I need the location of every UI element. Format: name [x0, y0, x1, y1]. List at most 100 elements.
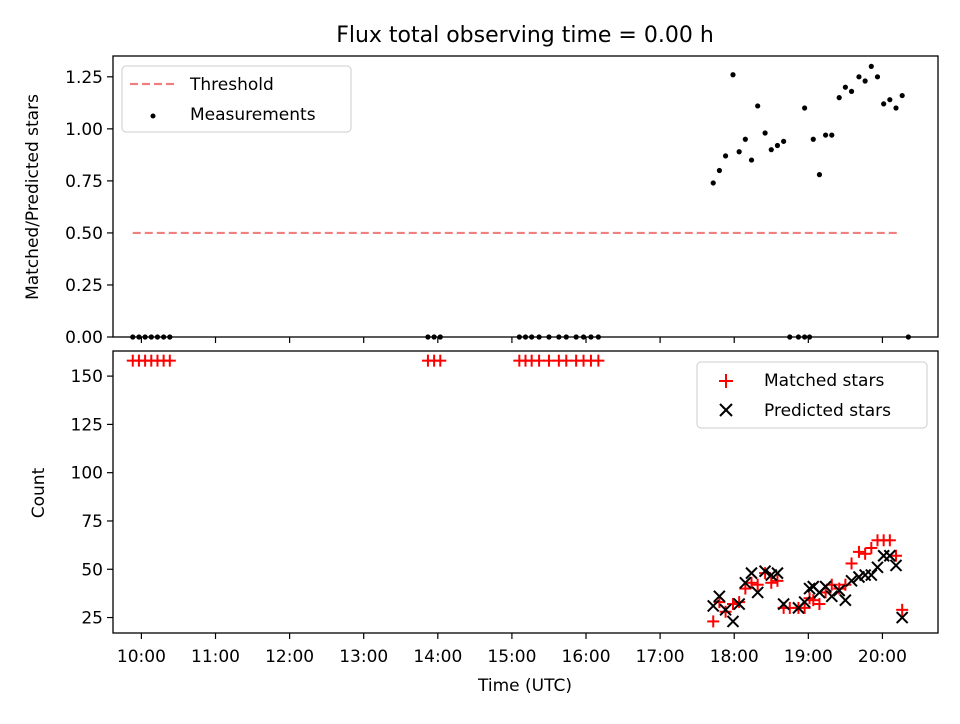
top-x-ticks [140, 337, 884, 343]
top-y-axis-label: Matched/Predicted stars [23, 94, 43, 300]
measurement-point [736, 149, 742, 155]
predicted-star-point [819, 580, 832, 593]
measurement-point [425, 334, 431, 340]
predicted-star-point [845, 574, 858, 588]
top-y-ticks: 0.00 0.25 0.50 0.75 1.00 1.25 [65, 68, 113, 348]
measurement-point [730, 72, 736, 78]
bottom-y-tick-label: 50 [81, 560, 103, 580]
measurement-point [787, 334, 793, 340]
measurement-point [755, 103, 761, 109]
predicted-star-point [745, 566, 758, 580]
measurement-point [899, 92, 905, 99]
matched-star-point [845, 557, 858, 570]
matched-star-point [771, 574, 784, 587]
matched-star-point [852, 545, 865, 558]
measurement-point [810, 136, 816, 142]
x-tick-label: 15:00 [487, 647, 536, 667]
x-tick-label: 13:00 [339, 647, 388, 667]
threshold-legend-label: Threshold [189, 75, 274, 95]
bottom-panel: 25 50 75 100 125 150 10:00 11:00 12:00 13:00 14:0… [29, 350, 939, 696]
predicted-star-point [798, 595, 811, 609]
x-tick-label: 17:00 [636, 647, 685, 667]
x-tick-label: 18:00 [710, 647, 759, 667]
measurement-point [905, 334, 911, 340]
x-axis-label: Time (UTC) [477, 676, 572, 696]
predicted-star-point [871, 561, 884, 574]
measurement-point [748, 157, 755, 163]
x-tick-label: 20:00 [858, 647, 907, 667]
measurement-point [742, 136, 748, 142]
predicted-star-point [739, 576, 752, 589]
top-legend-box [121, 65, 352, 133]
matched-star-point [798, 601, 811, 614]
predicted-star-point [889, 559, 903, 572]
measurement-point [563, 334, 569, 340]
matched-star-point [859, 547, 872, 560]
measurement-point [795, 334, 802, 340]
measurement-point [167, 334, 173, 340]
matched-star-point [726, 598, 739, 611]
measurements-legend-swatch [150, 113, 156, 119]
measurement-point [802, 334, 808, 340]
matched-star-point [745, 576, 758, 589]
bottom-y-tick-label: 75 [81, 512, 103, 532]
matched-star-point [163, 354, 176, 367]
measurement-point [522, 334, 529, 340]
matched-star-point [807, 594, 820, 607]
top-panel: 0.00 0.25 0.50 0.75 1.00 1.25 Matched/Predict… [23, 55, 939, 348]
matched-star-point [739, 582, 752, 595]
measurement-point [546, 334, 552, 340]
bottom-y-ticks: 25 50 75 100 125 150 [71, 367, 113, 629]
measurement-point [161, 334, 167, 340]
measurement-point [710, 180, 716, 186]
measurement-point [580, 334, 587, 340]
bottom-y-tick-label: 125 [71, 415, 103, 435]
matched-star-point [719, 605, 732, 618]
measurement-point [588, 334, 594, 340]
measurement-point [893, 105, 899, 111]
predicted-star-point [758, 564, 772, 578]
predicted-star-point [771, 566, 784, 580]
matched-star-point [833, 582, 846, 595]
measurement-point [887, 97, 893, 103]
measurement-point [806, 334, 813, 340]
measurement-point [836, 95, 842, 101]
predicted-star-point [883, 549, 897, 562]
measurement-point [862, 78, 868, 84]
matched-stars-points [126, 354, 909, 628]
bottom-y-tick-label: 100 [71, 464, 103, 484]
predicted-star-point [865, 568, 878, 582]
matched-star-point [839, 578, 852, 591]
predicted-star-point [751, 586, 764, 599]
measurement-point [829, 132, 835, 138]
measurement-point [437, 334, 443, 340]
matched-star-point [707, 615, 720, 628]
top-y-tick-label: 1.25 [65, 68, 103, 88]
x-tick-label: 12:00 [265, 647, 314, 667]
matched-legend-label: Matched stars [764, 371, 884, 391]
predicted-star-point [707, 599, 720, 613]
bottom-y-tick-label: 25 [81, 609, 103, 629]
bottom-y-axis-label: Count [29, 467, 49, 518]
measurement-point [722, 153, 729, 159]
measurement-point [842, 84, 848, 90]
top-y-tick-label: 0.25 [65, 276, 103, 296]
measurement-point [142, 334, 148, 340]
top-y-tick-label: 0.00 [65, 328, 103, 348]
measurement-point [802, 105, 808, 111]
chart-title: Flux total observing time = 0.00 h [336, 23, 714, 48]
matched-star-point [865, 542, 878, 555]
measurement-point [781, 138, 787, 144]
measurement-point [881, 101, 887, 107]
predicted-stars-points [707, 549, 909, 628]
predicted-star-point [825, 590, 838, 603]
measurement-point [716, 167, 722, 174]
matched-star-point [765, 576, 778, 589]
top-y-tick-label: 0.75 [65, 172, 103, 192]
measurement-point [774, 142, 781, 149]
measurement-point [848, 88, 855, 94]
measurement-point [874, 74, 881, 80]
matched-star-point [890, 549, 903, 562]
predicted-star-point [832, 584, 846, 597]
